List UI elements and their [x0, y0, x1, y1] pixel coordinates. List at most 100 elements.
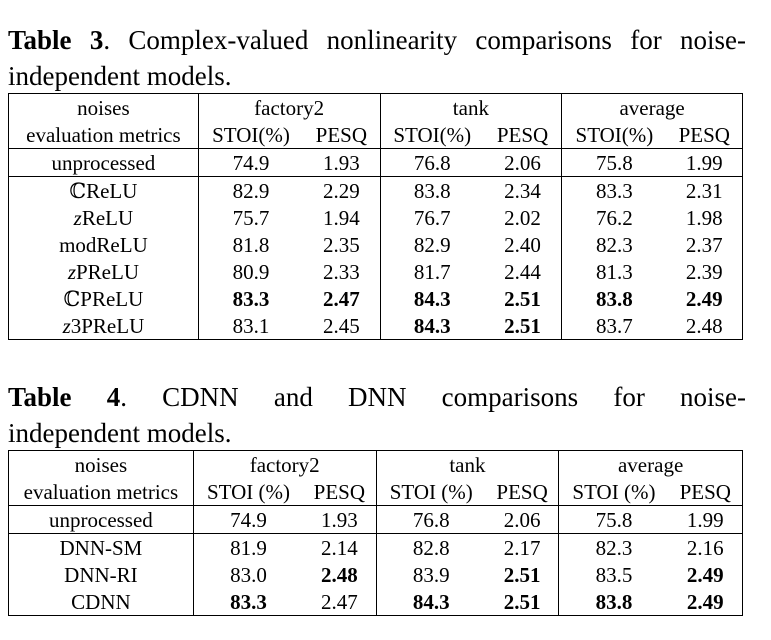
- table-row: zPReLU 80.9 2.33 81.7 2.44 81.3 2.39: [8, 258, 743, 285]
- table4: noises factory2 tank average evaluation metr…: [8, 450, 743, 616]
- table-row-unprocessed: unprocessed 74.9 1.93 76.8 2.06 75.8 1.99: [8, 148, 743, 177]
- row-label: CDNN: [8, 588, 194, 616]
- table-row: DNN-RI 83.0 2.48 83.9 2.51 83.5 2.49: [8, 561, 743, 588]
- header-evaluation-metrics: evaluation metrics: [8, 478, 194, 506]
- header-metric: STOI(%): [379, 121, 484, 149]
- row-value: 75.8: [561, 148, 667, 177]
- header-row-metrics: evaluation metrics STOI(%) PESQ STOI(%) PESQ…: [8, 121, 743, 149]
- row-value: 1.99: [666, 148, 743, 177]
- header-group: tank: [375, 450, 560, 478]
- row-value: 2.47: [303, 285, 381, 312]
- row-value: 75.8: [558, 505, 669, 534]
- table4-caption-line2: independent models.: [8, 418, 232, 448]
- row-value: 1.94: [303, 204, 381, 231]
- row-value: 83.9: [375, 561, 486, 588]
- row-value: 2.51: [483, 285, 563, 312]
- header-metric: PESQ: [303, 478, 377, 506]
- row-value: 2.44: [483, 258, 563, 285]
- row-label: DNN-SM: [8, 533, 194, 561]
- row-value: 2.02: [483, 204, 563, 231]
- row-value: 2.40: [483, 231, 563, 258]
- row-value: 2.51: [483, 312, 563, 340]
- table-row: ℂPReLU 83.3 2.47 84.3 2.51 83.8 2.49: [8, 285, 743, 312]
- row-value: 83.3: [192, 588, 304, 616]
- header-metric: PESQ: [303, 121, 381, 149]
- row-label-prefix: z: [73, 205, 82, 230]
- header-metric: PESQ: [666, 121, 743, 149]
- row-label: DNN-RI: [8, 561, 194, 588]
- header-row-groups: noises factory2 tank average: [8, 450, 743, 478]
- header-group: average: [561, 93, 743, 121]
- row-value: 82.9: [379, 231, 484, 258]
- row-label-name: DNN-SM: [59, 535, 143, 560]
- row-value: 83.8: [561, 285, 667, 312]
- row-label: ℂReLU: [8, 176, 199, 204]
- row-value: 80.9: [197, 258, 304, 285]
- row-value: 82.9: [197, 176, 304, 204]
- header-group: average: [558, 450, 743, 478]
- row-value: 76.8: [375, 505, 486, 534]
- row-label: modReLU: [8, 231, 199, 258]
- row-value: 2.06: [485, 505, 560, 534]
- row-label: zReLU: [8, 204, 199, 231]
- row-value: 2.34: [483, 176, 563, 204]
- row-value: 2.48: [303, 561, 377, 588]
- row-value: 81.8: [197, 231, 304, 258]
- row-value: 2.45: [303, 312, 381, 340]
- row-value: 2.39: [666, 258, 743, 285]
- header-metric: STOI (%): [375, 478, 486, 506]
- row-value: 83.1: [197, 312, 304, 340]
- row-value: 83.8: [558, 588, 669, 616]
- row-label-name: ReLU: [81, 205, 134, 230]
- row-value: 2.14: [303, 533, 377, 561]
- row-label-prefix: z: [62, 313, 71, 338]
- row-value: 75.7: [197, 204, 304, 231]
- row-label-name: ReLU: [86, 178, 138, 203]
- header-noises: noises: [8, 450, 194, 478]
- row-value: 2.31: [666, 176, 743, 204]
- row-value: 84.3: [379, 285, 484, 312]
- header-group: factory2: [192, 450, 377, 478]
- row-value: 2.16: [668, 533, 743, 561]
- row-value: 2.29: [303, 176, 381, 204]
- header-noises: noises: [8, 93, 199, 121]
- table4-caption: Table 4. CDNN and DNN comparisons for no…: [8, 379, 746, 451]
- table-row-unprocessed: unprocessed 74.9 1.93 76.8 2.06 75.8 1.99: [8, 505, 743, 534]
- row-value: 82.3: [561, 231, 667, 258]
- table3-caption-line2: independent models.: [8, 61, 232, 91]
- row-value: 2.33: [303, 258, 381, 285]
- header-metric: STOI(%): [197, 121, 304, 149]
- row-value: 74.9: [192, 505, 304, 534]
- row-label-name: DNN-RI: [64, 562, 138, 587]
- row-value: 76.7: [379, 204, 484, 231]
- row-value: 83.3: [561, 176, 667, 204]
- table4-body: noises factory2 tank average evaluation metr…: [8, 450, 743, 616]
- row-value: 2.06: [483, 148, 563, 177]
- row-value: 83.7: [561, 312, 667, 340]
- row-value: 74.9: [197, 148, 304, 177]
- row-label: unprocessed: [8, 148, 199, 177]
- row-value: 2.47: [303, 588, 377, 616]
- row-value: 2.51: [485, 561, 560, 588]
- header-row-groups: noises factory2 tank average: [8, 93, 743, 121]
- row-value: 83.0: [192, 561, 304, 588]
- row-label: unprocessed: [8, 505, 194, 534]
- row-value: 76.2: [561, 204, 667, 231]
- table3: noises factory2 tank average evaluation metr…: [8, 93, 743, 340]
- header-metric: STOI (%): [558, 478, 669, 506]
- row-value: 83.5: [558, 561, 669, 588]
- row-label-name: PReLU: [80, 286, 144, 311]
- row-label-name: modReLU: [59, 232, 148, 257]
- table-row: z3PReLU 83.1 2.45 84.3 2.51 83.7 2.48: [8, 312, 743, 340]
- row-label: zPReLU: [8, 258, 199, 285]
- header-metric: STOI (%): [192, 478, 304, 506]
- row-value: 2.48: [666, 312, 743, 340]
- table-row: CDNN 83.3 2.47 84.3 2.51 83.8 2.49: [8, 588, 743, 616]
- row-value: 76.8: [379, 148, 484, 177]
- row-value: 83.3: [197, 285, 304, 312]
- row-label-name: 3PReLU: [70, 313, 145, 338]
- row-label-prefix: ℂ: [63, 286, 81, 311]
- header-metric: PESQ: [668, 478, 743, 506]
- table-row: zReLU 75.7 1.94 76.7 2.02 76.2 1.98: [8, 204, 743, 231]
- row-label: ℂPReLU: [8, 285, 199, 312]
